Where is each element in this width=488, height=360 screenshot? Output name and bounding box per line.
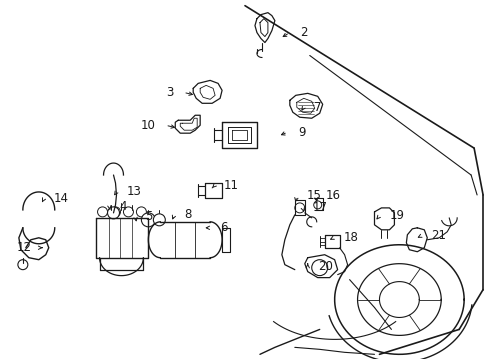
Text: 7: 7	[313, 101, 321, 114]
Text: 10: 10	[140, 119, 155, 132]
Text: 14: 14	[54, 193, 69, 206]
Text: 19: 19	[388, 210, 404, 222]
Text: 16: 16	[325, 189, 340, 202]
Text: 2: 2	[299, 26, 306, 39]
Circle shape	[136, 207, 146, 217]
Text: 9: 9	[297, 126, 305, 139]
Circle shape	[153, 214, 165, 226]
Text: 8: 8	[184, 208, 191, 221]
Text: 5: 5	[145, 210, 152, 223]
Text: 17: 17	[312, 201, 327, 215]
Text: 11: 11	[224, 180, 239, 193]
Text: 4: 4	[119, 201, 127, 213]
Text: 13: 13	[126, 185, 141, 198]
Text: 15: 15	[306, 189, 321, 202]
Circle shape	[141, 213, 155, 227]
Circle shape	[313, 201, 321, 209]
Circle shape	[123, 207, 133, 217]
Circle shape	[18, 260, 28, 270]
Text: 3: 3	[165, 86, 173, 99]
Text: 12: 12	[17, 241, 32, 254]
Circle shape	[107, 207, 119, 219]
Text: 21: 21	[430, 229, 446, 242]
Circle shape	[110, 207, 120, 217]
Circle shape	[311, 260, 327, 276]
Circle shape	[294, 203, 304, 213]
Text: 20: 20	[317, 260, 332, 273]
Text: 18: 18	[343, 231, 358, 244]
Text: 6: 6	[220, 221, 227, 234]
Circle shape	[98, 207, 107, 217]
